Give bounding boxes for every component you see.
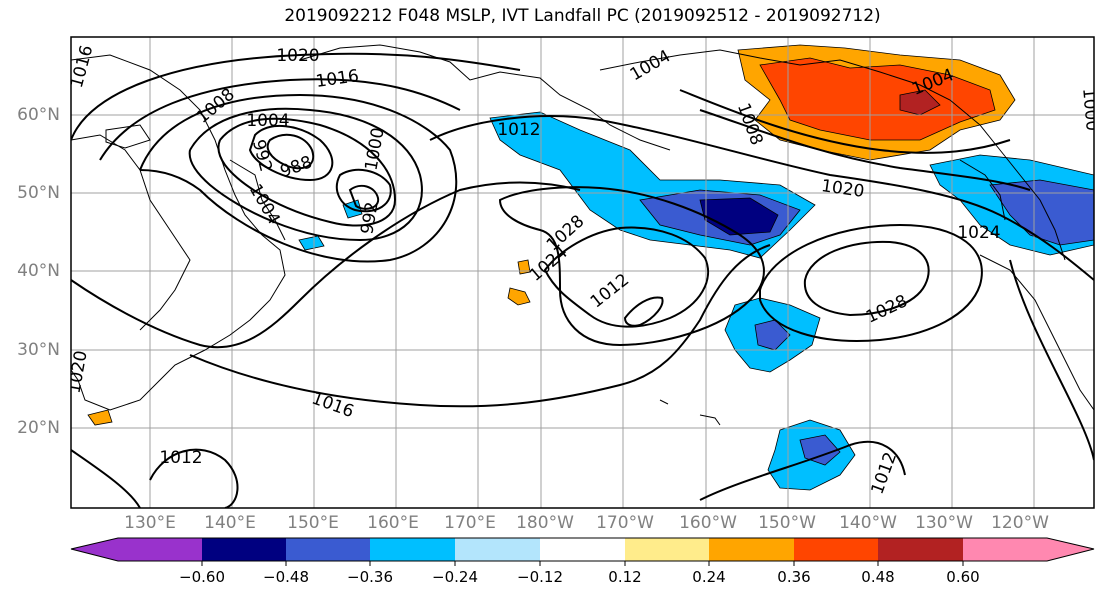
colorbar-tick: −0.60 <box>179 568 225 586</box>
lat-label: 40°N <box>17 261 60 281</box>
lon-label: 180°W <box>516 513 574 533</box>
coastlines <box>71 44 1094 426</box>
colorbar-tick: 0.12 <box>608 568 642 586</box>
lat-label: 50°N <box>17 183 60 203</box>
lon-label: 140°E <box>204 513 256 533</box>
colorbar-tick: 0.48 <box>861 568 895 586</box>
contour-label: 1004 <box>246 111 289 131</box>
map-border <box>70 36 1095 509</box>
colorbar-tick: −0.24 <box>432 568 478 586</box>
colorbar-extend-low <box>71 538 118 561</box>
lon-label: 140°W <box>839 513 897 533</box>
lon-label: 150°W <box>758 513 816 533</box>
contour-label: 1000 <box>1078 87 1102 132</box>
lon-label: 130°W <box>915 513 973 533</box>
mslp-contours <box>71 52 1094 508</box>
map-title: 2019092212 F048 MSLP, IVT Landfall PC (2… <box>284 6 881 26</box>
lat-label: 20°N <box>17 418 60 438</box>
ivt-shading <box>87 44 1094 491</box>
lon-label: 170°E <box>444 513 496 533</box>
lon-label: 160°E <box>367 513 419 533</box>
lon-label: 150°E <box>287 513 339 533</box>
lon-label: 130°E <box>124 513 176 533</box>
lat-label: 60°N <box>17 105 60 125</box>
contour-label: 1012 <box>159 448 202 468</box>
colorbar-tick: 0.60 <box>946 568 980 586</box>
lon-label: 120°W <box>991 513 1049 533</box>
colorbar <box>70 537 1095 566</box>
colorbar-tick: −0.48 <box>263 568 309 586</box>
colorbar-tick: 0.36 <box>777 568 811 586</box>
colorbar-tick: 0.24 <box>692 568 726 586</box>
lat-label: 30°N <box>17 340 60 360</box>
contour-label: 1024 <box>957 223 1000 243</box>
colorbar-tick: −0.12 <box>517 568 563 586</box>
contour-label: 1020 <box>276 46 319 66</box>
contour-label: 1012 <box>497 120 540 140</box>
colorbar-tick: −0.36 <box>347 568 393 586</box>
lon-label: 160°W <box>679 513 737 533</box>
colorbar-extend-high <box>1047 538 1094 561</box>
lon-label: 170°W <box>596 513 654 533</box>
